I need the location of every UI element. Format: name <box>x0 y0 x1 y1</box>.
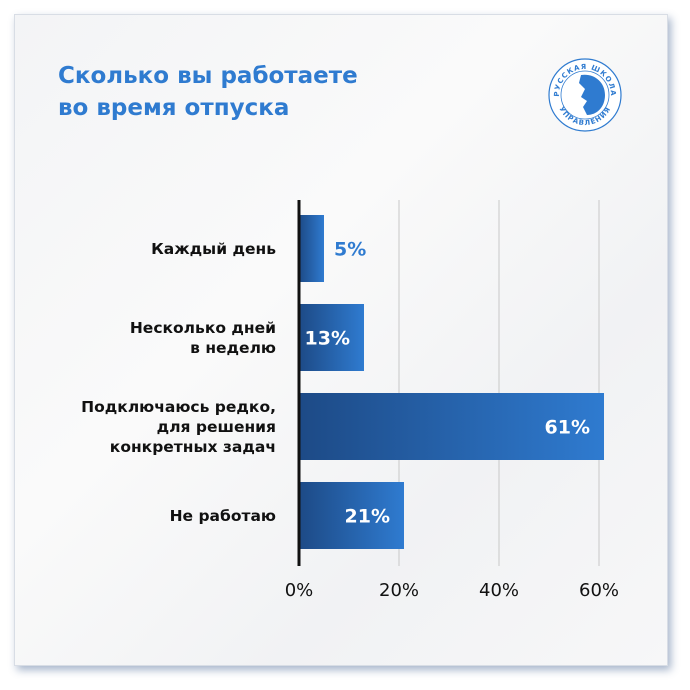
lion-icon <box>579 74 605 115</box>
x-tick-label: 20% <box>378 580 420 601</box>
category-label: Каждый день <box>151 239 276 258</box>
category-label: Несколько дней в неделю <box>129 318 276 357</box>
category-label: Не работаю <box>169 506 276 525</box>
data-label: 61% <box>545 417 590 439</box>
x-tick-label: 0% <box>284 580 314 601</box>
bar <box>299 482 404 549</box>
data-label: 5% <box>334 239 366 261</box>
chart-title: Сколько вы работаете во время отпуска <box>58 60 458 124</box>
x-tick-label: 40% <box>478 580 520 601</box>
title-line-2: во время отпуска <box>58 95 290 121</box>
bar <box>299 304 364 371</box>
school-logo: РУССКАЯ ШКОЛА УПРАВЛЕНИЯ <box>548 58 622 132</box>
category-label: Подключаюсь редко, для решения конкретны… <box>81 397 276 456</box>
x-tick-label: 60% <box>578 580 620 601</box>
title-line-1: Сколько вы работаете <box>58 63 358 89</box>
bar <box>299 393 604 460</box>
data-label: 21% <box>345 506 390 528</box>
bar <box>299 215 324 282</box>
data-label: 13% <box>305 328 350 350</box>
